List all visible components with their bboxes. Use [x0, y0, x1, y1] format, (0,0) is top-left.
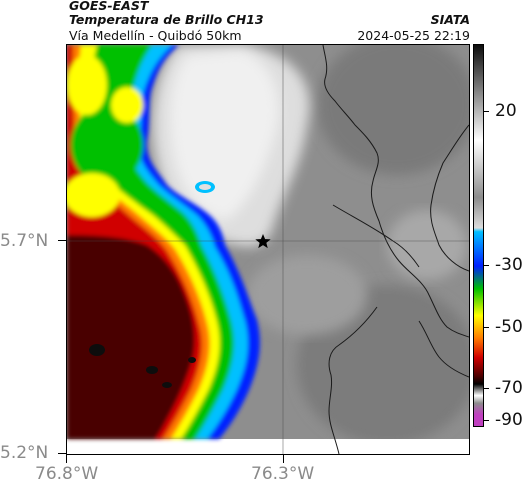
colorbar-label: -90 [495, 410, 523, 430]
brightness-temperature-map [66, 44, 470, 455]
satellite-name: GOES-EAST [69, 0, 149, 13]
lon-tick-label: 76.3°W [251, 464, 315, 484]
colorbar-tick [484, 420, 489, 421]
no-data-strip [67, 439, 469, 454]
organization-label: SIATA [430, 12, 470, 27]
lon-tick-label: 76.8°W [35, 464, 99, 484]
star-icon [255, 233, 271, 249]
temperature-colorbar [473, 44, 484, 427]
lat-tick-label: 5.2°N [0, 443, 49, 463]
colorbar-label: -70 [495, 378, 523, 398]
lon-tick-mark [66, 455, 67, 463]
colorbar-tick [484, 388, 489, 389]
cloud-darker-region [317, 45, 469, 175]
cold-cell-core [199, 184, 211, 190]
cloud-lighter-region [247, 255, 367, 335]
colorbar-label: -50 [495, 317, 523, 337]
colorbar-tick [484, 265, 489, 266]
datetime-label: 2024-05-25 22:19 [357, 28, 470, 43]
product-title: Temperatura de Brillo CH13 [69, 12, 264, 27]
deep-convection-cores [89, 344, 196, 388]
lat-tick-mark [58, 240, 66, 241]
colorbar-label: -30 [495, 255, 523, 275]
lat-tick-label: 5.7°N [0, 231, 49, 251]
colorbar-tick [484, 327, 489, 328]
colorbar-label: 20 [495, 101, 517, 121]
colorbar-tick [484, 111, 489, 112]
warm-surface-region [67, 45, 260, 439]
lat-tick-mark [58, 453, 66, 454]
lon-tick-mark [283, 455, 284, 463]
cold-cloud-core [170, 50, 279, 220]
cloud-lighter-region [387, 210, 467, 280]
region-label: Vía Medellín - Quibdó 50km [69, 28, 242, 43]
